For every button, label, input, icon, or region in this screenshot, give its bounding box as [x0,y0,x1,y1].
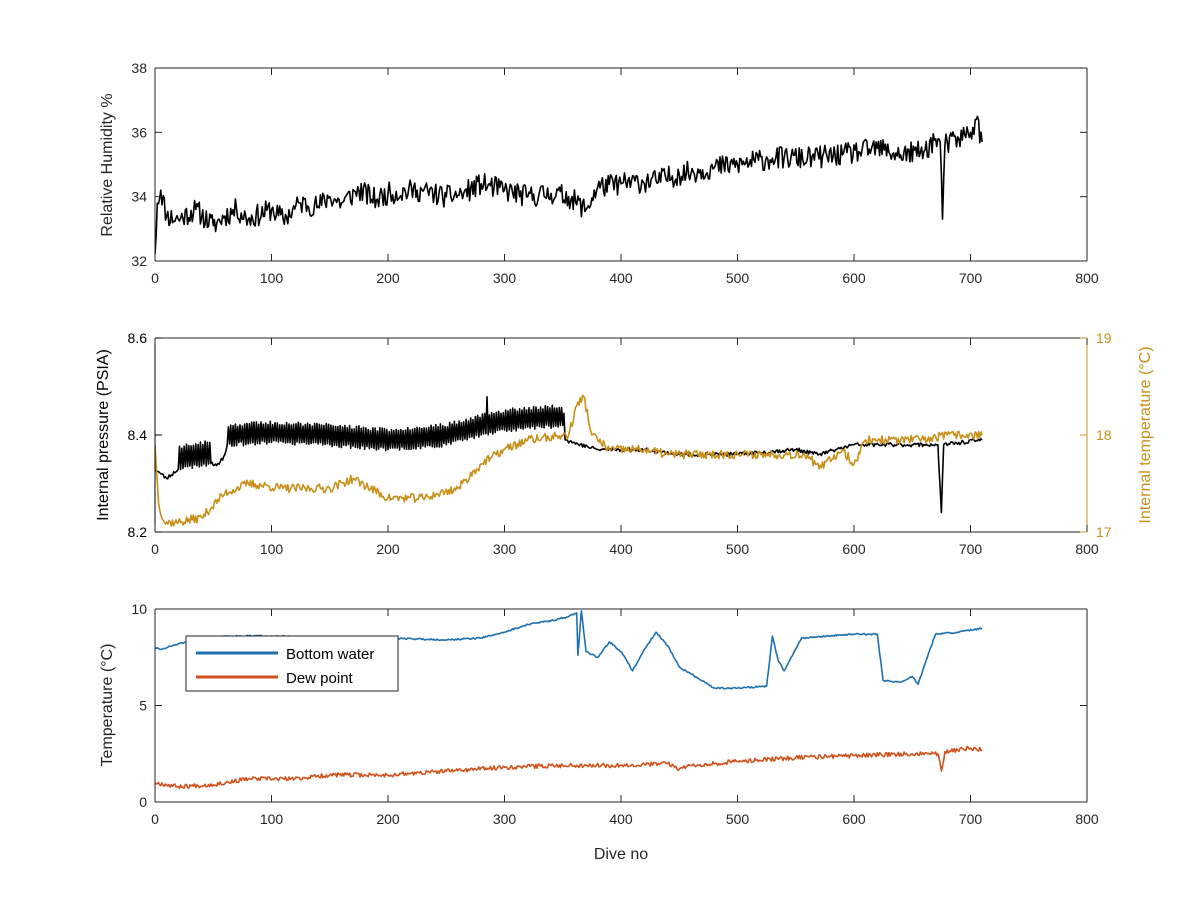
internal-temperature-y-axis-label: Internal temperature (°C) [1137,346,1154,523]
legend-label-dew-point: Dew point [286,670,354,687]
legend-box [185,635,399,692]
temperature-x-tick-label: 600 [842,811,866,827]
temperature-x-tick-label: 0 [151,811,159,827]
pressure-x-tick-label: 600 [842,541,866,557]
subplot-pressure-temperature: 0 100 200 300 400 500 600 700 800 8.2 8.4 8.6 17 18 19… [95,330,1154,557]
temperature-axes: 0 100 200 300 400 500 600 700 800 0 5 10 [131,601,1098,827]
pressure-x-tick-label: 300 [493,541,517,557]
temperature-x-tick-label: 300 [493,811,517,827]
temperature-y-axis-label: Temperature (°C) [99,644,116,767]
humidity-plot-area [155,68,1087,261]
pressure-x-tick-label: 100 [260,541,284,557]
pressure-y-tick-label: 8.4 [128,427,148,443]
humidity-x-tick-label: 500 [726,270,750,286]
temperature-series-line-1 [155,745,983,790]
temperature-x-tick-label: 100 [260,811,284,827]
temperature-x-tick-label: 700 [959,811,983,827]
humidity-y-axis-label: Relative Humidity % [99,93,116,236]
pressure-y-tick-label: 8.6 [128,330,148,346]
pressure-y2-tick-label: 17 [1096,524,1112,540]
temperature-y-tick-label: 0 [139,794,147,810]
temperature-y-tick-label: 5 [139,698,147,714]
humidity-y-tick-label: 34 [131,189,147,205]
humidity-axes: 0 100 200 300 400 500 600 700 800 32 34 36 38 [131,60,1098,286]
pressure-series-group [155,394,983,527]
temperature-x-tick-label: 500 [726,811,750,827]
humidity-x-tick-label: 300 [493,270,517,286]
temperature-x-tick-label: 800 [1075,811,1099,827]
pressure-x-tick-label: 0 [151,541,159,557]
humidity-y-tick-label: 36 [131,124,147,140]
humidity-x-tick-label: 600 [842,270,866,286]
humidity-y-tick-label: 32 [131,253,147,269]
pressure-x-tick-label: 400 [609,541,633,557]
temperature-y-tick-label: 10 [131,601,147,617]
temperature-x-tick-label: 200 [376,811,400,827]
x-axis-label: Dive no [594,846,648,863]
pressure-y-tick-label: 8.2 [128,524,148,540]
pressure-x-tick-label: 200 [376,541,400,557]
pressure-series-line-1 [155,394,983,527]
humidity-series-group [155,115,983,255]
pressure-y2-tick-label: 18 [1096,427,1112,443]
pressure-x-tick-label: 700 [959,541,983,557]
humidity-x-tick-label: 700 [959,270,983,286]
pressure-y-axis-label: Internal pressure (PSIA) [95,349,112,521]
humidity-y-tick-label: 38 [131,60,147,76]
pressure-y2-tick-label: 19 [1096,330,1112,346]
pressure-x-tick-label: 800 [1075,541,1099,557]
subplot-humidity: 0 100 200 300 400 500 600 700 800 32 34 36 38 Relati… [99,60,1099,286]
legend: Bottom water Dew point [185,635,399,692]
humidity-x-tick-label: 400 [609,270,633,286]
humidity-x-tick-label: 800 [1075,270,1099,286]
legend-label-bottom-water: Bottom water [286,646,374,663]
pressure-x-tick-label: 500 [726,541,750,557]
humidity-series-line-0 [155,115,983,255]
pressure-axes: 0 100 200 300 400 500 600 700 800 8.2 8.4 8.6 17 18 19 [128,330,1112,557]
temperature-x-tick-label: 400 [609,811,633,827]
humidity-x-tick-label: 200 [376,270,400,286]
subplot-temperature: 0 100 200 300 400 500 600 700 800 0 5 10 Temperatur… [99,601,1099,863]
pressure-series-line-0 [155,396,983,514]
humidity-x-tick-label: 0 [151,270,159,286]
humidity-x-tick-label: 100 [260,270,284,286]
